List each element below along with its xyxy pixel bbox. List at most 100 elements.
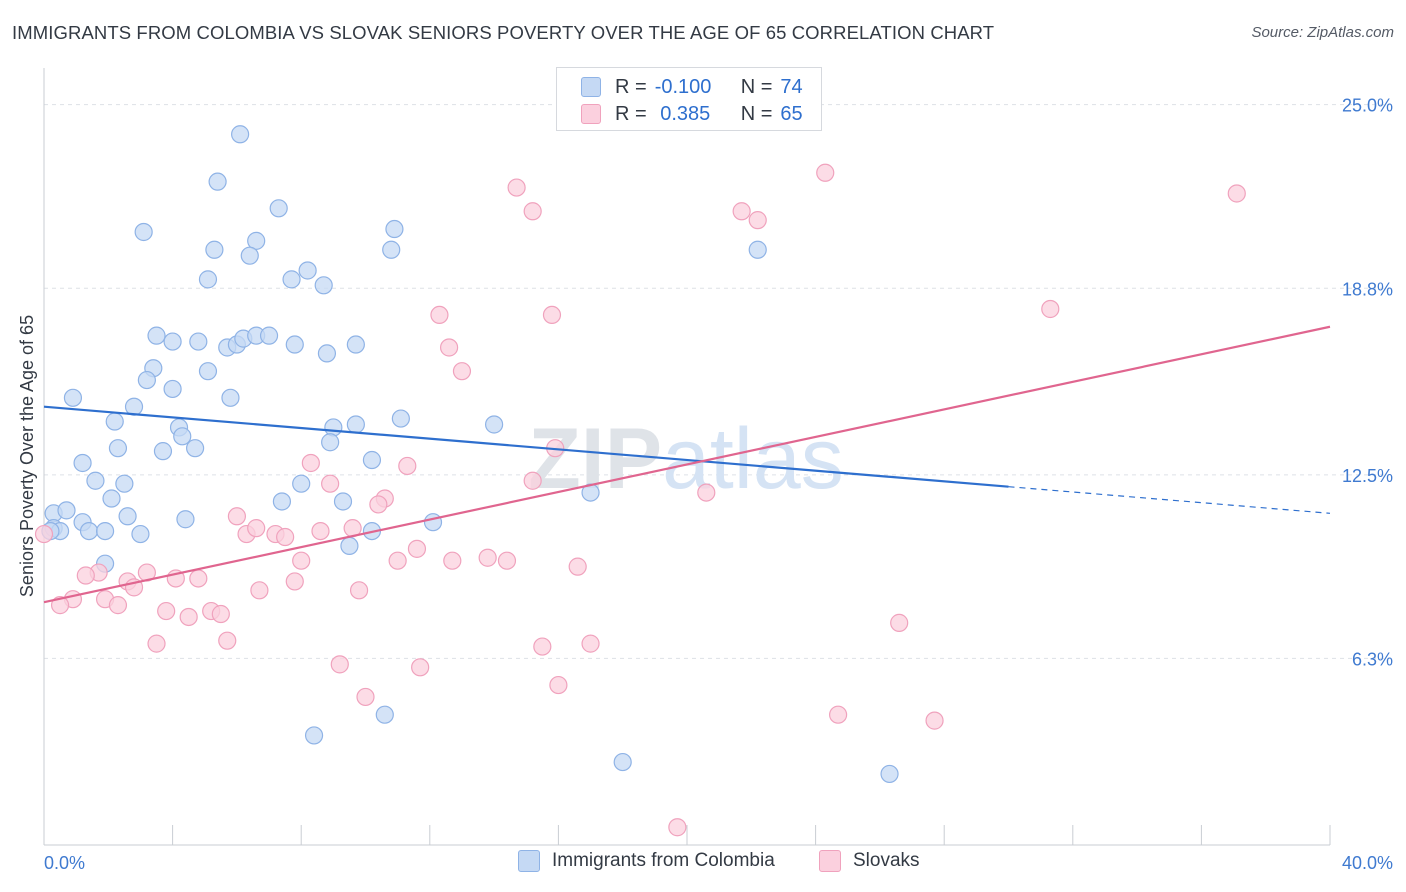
- colombia-point: [186, 439, 205, 458]
- slovaks-point: [523, 471, 542, 490]
- colombia-point: [147, 326, 166, 345]
- slovaks-point: [407, 539, 427, 558]
- axes: [43, 68, 1331, 846]
- x-tick-label: 40.0%: [1342, 853, 1393, 873]
- r-label: R =: [615, 75, 647, 98]
- colombia-point: [134, 222, 153, 242]
- colombia-point: [173, 427, 192, 446]
- slovaks-point: [439, 338, 459, 357]
- trend-lines: [43, 325, 1331, 604]
- gridlines: [44, 104, 1390, 659]
- slovaks-point: [478, 548, 497, 567]
- colombia-point: [95, 521, 115, 541]
- slovaks-trend-line: [43, 325, 1331, 604]
- colombia-point: [231, 125, 250, 144]
- slovaks-point: [218, 631, 237, 650]
- slovaks-point: [292, 551, 311, 570]
- colombia-point: [198, 362, 218, 381]
- colombia-point: [137, 370, 156, 390]
- slovaks-point: [34, 524, 54, 544]
- colombia-point: [382, 240, 401, 259]
- slovaks-point: [452, 362, 472, 381]
- watermark-atlas: atlas: [662, 411, 844, 507]
- colombia-point: [189, 332, 208, 351]
- slovaks-point: [497, 551, 517, 570]
- colombia-point: [292, 474, 311, 493]
- colombia-point: [63, 388, 83, 407]
- colombia-point: [748, 240, 767, 259]
- colombia-point: [485, 415, 504, 434]
- r-label: R =: [615, 102, 647, 125]
- colombia-point: [57, 501, 76, 520]
- colombia-trend-extension: [1008, 486, 1331, 514]
- y-tick-label: 12.5%: [1342, 466, 1393, 486]
- colombia-point: [391, 409, 410, 428]
- slovaks-point: [523, 202, 542, 221]
- colombia-point: [240, 246, 259, 265]
- slovaks-point: [179, 607, 198, 627]
- slovaks-point: [388, 551, 407, 570]
- slovaks-point: [311, 521, 330, 541]
- legend-label: Immigrants from Colombia: [552, 850, 775, 871]
- blue-swatch-icon: [518, 850, 540, 872]
- slovaks-point: [430, 305, 449, 325]
- colombia-point: [208, 172, 227, 191]
- colombia-point: [73, 453, 92, 473]
- colombia-point: [198, 270, 218, 289]
- colombia-point: [108, 439, 128, 458]
- legend-item-slovaks: Slovaks: [819, 850, 920, 872]
- pink-swatch-icon: [581, 104, 601, 124]
- colombia-point: [423, 513, 443, 532]
- colombia-point: [346, 415, 365, 434]
- slovaks-point: [330, 655, 349, 674]
- colombia-point: [163, 332, 182, 351]
- colombia-point: [205, 240, 224, 259]
- legend-label: Slovaks: [853, 850, 920, 871]
- colombia-point: [102, 489, 121, 508]
- colombia-point: [880, 764, 899, 784]
- slovaks-point: [1227, 184, 1246, 203]
- slovaks-point: [443, 551, 462, 570]
- colombia-point: [221, 388, 240, 407]
- r-value: -0.100: [654, 75, 712, 98]
- colombia-point: [340, 536, 359, 555]
- slovaks-point: [829, 705, 848, 724]
- slovaks-point: [108, 596, 128, 615]
- slovaks-point: [356, 687, 375, 707]
- data-points: [34, 125, 1246, 837]
- slovaks-points: [34, 163, 1246, 837]
- colombia-point: [153, 442, 173, 461]
- colombia-points: [41, 125, 899, 784]
- slovaks-point: [301, 453, 320, 473]
- colombia-point: [86, 471, 105, 490]
- colombia-point: [385, 219, 404, 239]
- slovaks-point: [1041, 299, 1060, 319]
- blue-swatch-icon: [581, 77, 601, 97]
- pink-swatch-icon: [819, 850, 841, 872]
- colombia-point: [115, 474, 134, 493]
- colombia-point: [285, 335, 304, 354]
- slovaks-point: [697, 483, 716, 502]
- slovaks-point: [250, 581, 269, 600]
- colombia-point: [131, 524, 150, 544]
- chart-title: IMMIGRANTS FROM COLOMBIA VS SLOVAK SENIO…: [12, 22, 995, 43]
- colombia-point: [282, 270, 301, 289]
- slovaks-point: [411, 658, 430, 677]
- colombia-point: [346, 335, 365, 354]
- slovaks-point: [890, 613, 909, 632]
- slovaks-point: [816, 163, 835, 182]
- slovaks-point: [147, 634, 166, 653]
- colombia-point: [176, 510, 195, 529]
- colombia-point: [333, 492, 353, 511]
- legend-row-colombia: R = -0.100 N = 74: [581, 75, 803, 99]
- series-legend: Immigrants from Colombia Slovaks: [0, 850, 1406, 878]
- slovaks-point: [211, 604, 230, 624]
- source-label: Source: ZipAtlas.com: [1251, 24, 1394, 41]
- slovaks-point: [349, 581, 369, 600]
- legend-row-slovaks: R = 0.385 N = 65: [581, 102, 803, 126]
- colombia-point: [118, 507, 137, 526]
- colombia-point: [272, 492, 292, 511]
- colombia-point: [79, 521, 99, 541]
- slovaks-point: [157, 601, 176, 621]
- slovaks-point: [227, 507, 246, 526]
